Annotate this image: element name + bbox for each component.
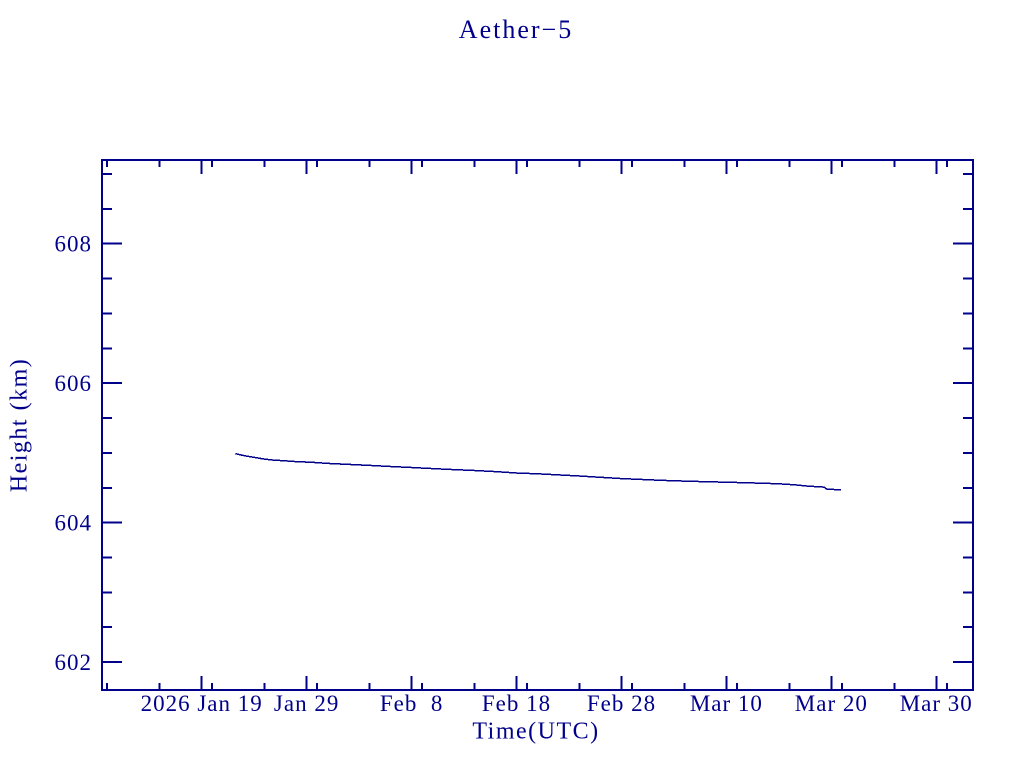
x-tick-label: Feb 8 [380, 691, 444, 716]
y-tick-label: 602 [55, 650, 93, 675]
chart-title: Aether−5 [458, 15, 574, 44]
x-axis-label: Time(UTC) [472, 718, 600, 745]
x-tick-label: Jan 29 [274, 691, 339, 716]
x-tick-label: Mar 30 [900, 691, 973, 716]
plot-border [101, 159, 974, 691]
y-tick-label: 606 [55, 371, 93, 396]
x-tick-label: Feb 18 [482, 691, 551, 716]
data-line-height [235, 452, 841, 491]
x-tick-label: Mar 10 [690, 691, 763, 716]
x-tick-label: Feb 28 [587, 691, 656, 716]
y-tick-label: 608 [55, 232, 93, 257]
x-tick-label: 2026 Jan 19 [141, 691, 263, 716]
x-tick-label: Mar 20 [795, 691, 868, 716]
y-tick-label: 604 [55, 511, 93, 536]
